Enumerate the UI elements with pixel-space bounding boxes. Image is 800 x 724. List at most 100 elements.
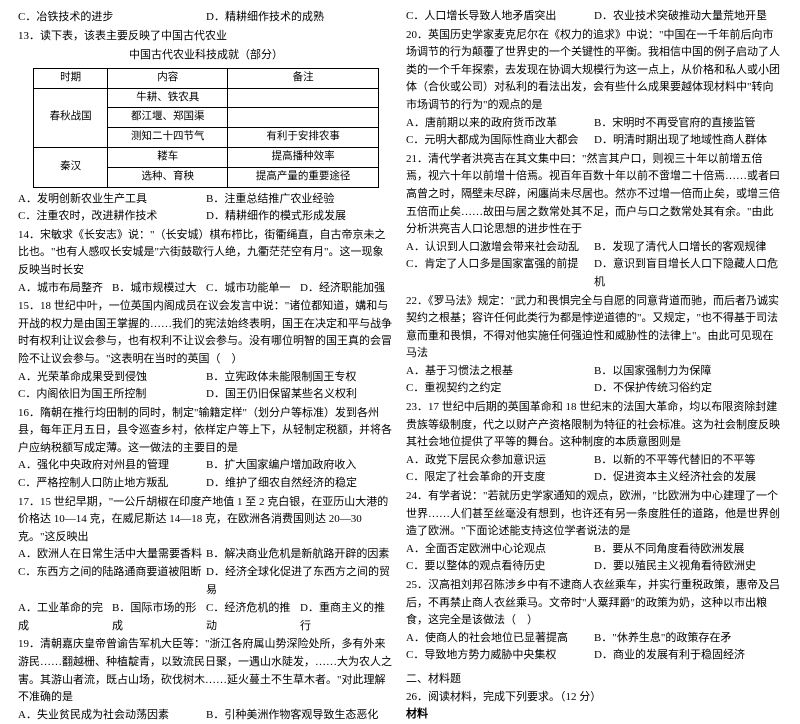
cell-n4: 提高播种效率 xyxy=(228,147,379,167)
q20-stem: 20．英国历史学家麦克尼尔在《权力的追求》中说："中国在一千年前后向市场调节的行… xyxy=(406,27,782,115)
q15-a: A．光荣革命成果受到侵蚀 xyxy=(18,369,206,387)
q25-ab: A．使商人的社会地位已显著提高 B．"休养生息"的政策存在矛 xyxy=(406,630,782,648)
q25-b: B．"休养生息"的政策存在矛 xyxy=(594,630,782,648)
q13-b: B．注重总结推广农业经验 xyxy=(206,191,394,209)
q16-b: B．扩大国家编户增加政府收入 xyxy=(206,457,394,475)
q16-stem: 16．隋朝在推行均田制的同时，制定"输籍定样"（划分户等标准）发到各州县，每年正… xyxy=(18,405,394,458)
q16-cd: C．严格控制人口防止地方叛乱 D．维护了细农自然经济的稳定 xyxy=(18,475,394,493)
q25-cd: C．导致地方势力威胁中央集权 D．商业的发展有利于稳固经济 xyxy=(406,647,782,665)
q13-a: A．发明创新农业生产工具 xyxy=(18,191,206,209)
q21-a: A．认识到人口激增会带来社会动乱 xyxy=(406,239,594,257)
q22-a: A．基于习惯法之根基 xyxy=(406,363,594,381)
q20-a: A．唐前期以来的政府货币改革 xyxy=(406,115,594,133)
th-period: 时期 xyxy=(34,68,108,88)
material-label: 材料 xyxy=(406,706,782,724)
cell-c5: 选种、育秧 xyxy=(108,167,228,187)
q21-stem: 21．清代学者洪亮吉在其文集中曰："然言其户口，则视三十年以前增五倍焉，视六十年… xyxy=(406,151,782,239)
q13-table: 时期 内容 备注 春秋战国 牛耕、铁农具 都江堰、郑国渠 测知二十四节气 有利于… xyxy=(33,68,379,188)
q20-ab: A．唐前期以来的政府货币改革 B．宋明时不再受官府的直接监管 xyxy=(406,115,782,133)
q24-b: B．要从不同角度看待欧洲发展 xyxy=(594,541,782,559)
q19-ab: A．失业贫民成为社会动荡因素 B．引种美洲作物客观导致生态恶化 xyxy=(18,707,394,724)
right-column: C．人口增长导致人地矛盾突出 D．农业技术突破推动大量荒地开垦 20．英国历史学… xyxy=(400,8,788,547)
q13-ab: A．发明创新农业生产工具 B．注重总结推广农业经验 xyxy=(18,191,394,209)
q17-a: A．欧洲人在日常生活中大量需要香料 xyxy=(18,546,206,564)
q15-b: B．立宪政体未能限制国王专权 xyxy=(206,369,394,387)
q18-b: B．国际市场的形成 xyxy=(112,600,206,635)
q15-stem: 15．18 世纪中叶，一位英国内阁成员在议会发言中说："诸位都知道，媾和与开战的… xyxy=(18,298,394,368)
q21-d: D．意识到盲目增长人口下隐藏人口危机 xyxy=(594,256,782,291)
q17-cd: C．东西方之间的陆路通商要道被阻断 D．经济全球化促进了东西方之间的贸易 xyxy=(18,564,394,599)
q18-a: A．工业革命的完成 xyxy=(18,600,112,635)
q18-opts: A．工业革命的完成 B．国际市场的形成 C．经济危机的推动 D．重商主义的推行 xyxy=(18,600,394,635)
q17-ab: A．欧洲人在日常生活中大量需要香料 B．解决商业危机是新航路开辟的因素 xyxy=(18,546,394,564)
q16-c: C．严格控制人口防止地方叛乱 xyxy=(18,475,206,493)
q14-a: A．城市布局整齐 xyxy=(18,280,112,298)
q23-a: A．政党下层民众参加意识运 xyxy=(406,452,594,470)
q25-d: D．商业的发展有利于稳固经济 xyxy=(594,647,782,665)
q15-c: C．内阁依旧为国王所控制 xyxy=(18,386,206,404)
q19-stem: 19．清朝嘉庆皇帝曾谕告军机大臣等："浙江各府属山势深险处所，多有外来游民……翻… xyxy=(18,636,394,706)
q24-stem: 24．有学者说："若就历史学家通知的观点，欧洲，"比欧洲为中心建理了一个世界……… xyxy=(406,488,782,541)
q21-b: B．发现了清代人口增长的客观规律 xyxy=(594,239,782,257)
q13-table-title: 中国古代农业科技成就（部分） xyxy=(18,47,394,65)
q14-d: D．经济职能加强 xyxy=(300,280,394,298)
q13-c: C．注重农时，改进耕作技术 xyxy=(18,208,206,226)
q20-cd: C．元明大都成为国际性商业大都会 D．明清时期出现了地域性商人群体 xyxy=(406,132,782,150)
q19-a: A．失业贫民成为社会动荡因素 xyxy=(18,707,206,724)
q14-opts: A．城市布局整齐 B．城市规模过大 C．城市功能单一 D．经济职能加强 xyxy=(18,280,394,298)
q24-ab: A．全面否定欧洲中心论观点 B．要从不同角度看待欧洲发展 xyxy=(406,541,782,559)
cell-n3: 有利于安排农事 xyxy=(228,128,379,148)
q24-cd: C．要以整体的观点看待历史 D．要以殖民主义视角看待欧洲史 xyxy=(406,558,782,576)
q19-b: B．引种美洲作物客观导致生态恶化 xyxy=(206,707,394,724)
cell-c3: 测知二十四节气 xyxy=(108,128,228,148)
q12-opt-d: D．精耕细作技术的成熟 xyxy=(206,9,394,27)
q12-opt-c: C．冶铁技术的进步 xyxy=(18,9,206,27)
q16-ab: A．强化中央政府对州县的管理 B．扩大国家编户增加政府收入 xyxy=(18,457,394,475)
cell-c4: 耧车 xyxy=(108,147,228,167)
th-note: 备注 xyxy=(228,68,379,88)
q19-d: D．农业技术突破推动大量荒地开垦 xyxy=(594,8,782,26)
q13-stem: 13．读下表，该表主要反映了中国古代农业 xyxy=(18,28,394,46)
q24-d: D．要以殖民主义视角看待欧洲史 xyxy=(594,558,782,576)
q15-d: D．国王仍旧保留某些名义权利 xyxy=(206,386,394,404)
q18-c: C．经济危机的推动 xyxy=(206,600,300,635)
th-content: 内容 xyxy=(108,68,228,88)
left-column: C．冶铁技术的进步 D．精耕细作技术的成熟 13．读下表，该表主要反映了中国古代… xyxy=(12,8,400,547)
q20-c: C．元明大都成为国际性商业大都会 xyxy=(406,132,594,150)
q17-d: D．经济全球化促进了东西方之间的贸易 xyxy=(206,564,394,599)
q13-cd: C．注重农时，改进耕作技术 D．精耕细作的模式形成发展 xyxy=(18,208,394,226)
q19-cd: C．人口增长导致人地矛盾突出 D．农业技术突破推动大量荒地开垦 xyxy=(406,8,782,26)
q22-stem: 22．《罗马法》规定："武力和畏惧完全与自愿的同意背道而驰，而后者乃诚实契约之根… xyxy=(406,293,782,363)
cell-n5: 提高产量的重要途径 xyxy=(228,167,379,187)
q21-ab: A．认识到人口激增会带来社会动乱 B．发现了清代人口增长的客观规律 xyxy=(406,239,782,257)
q24-c: C．要以整体的观点看待历史 xyxy=(406,558,594,576)
q22-b: B．以国家强制力为保障 xyxy=(594,363,782,381)
cell-period2: 秦汉 xyxy=(34,147,108,187)
q22-ab: A．基于习惯法之根基 B．以国家强制力为保障 xyxy=(406,363,782,381)
q23-ab: A．政党下层民众参加意识运 B．以新的不平等代替旧的不平等 xyxy=(406,452,782,470)
cell-c2: 都江堰、郑国渠 xyxy=(108,108,228,128)
q23-stem: 23．17 世纪中后期的英国革命和 18 世纪末的法国大革命，均以布限资除封建贵… xyxy=(406,399,782,452)
q25-c: C．导致地方势力威胁中央集权 xyxy=(406,647,594,665)
q19-c: C．人口增长导致人地矛盾突出 xyxy=(406,8,594,26)
section2-title: 二、材料题 xyxy=(406,671,782,689)
q20-d: D．明清时期出现了地域性商人群体 xyxy=(594,132,782,150)
q16-a: A．强化中央政府对州县的管理 xyxy=(18,457,206,475)
q21-c: C．肯定了人口多是国家富强的前提 xyxy=(406,256,594,291)
q14-stem: 14．宋敏求《长安志》说："（长安城）棋布栉比，街衢绳直，自古帝京未之比也。"也… xyxy=(18,227,394,280)
q23-c: C．限定了社会革命的开支度 xyxy=(406,469,594,487)
q15-cd: C．内阁依旧为国王所控制 D．国王仍旧保留某些名义权利 xyxy=(18,386,394,404)
q17-stem: 17．15 世纪早期，"一公斤胡椒在印度产地值 1 至 2 克白银，在亚历山大港… xyxy=(18,494,394,547)
q23-d: D．促进资本主义经济社会的发展 xyxy=(594,469,782,487)
q20-b: B．宋明时不再受官府的直接监管 xyxy=(594,115,782,133)
q15-ab: A．光荣革命成果受到侵蚀 B．立宪政体未能限制国王专权 xyxy=(18,369,394,387)
q12-options: C．冶铁技术的进步 D．精耕细作技术的成熟 xyxy=(18,9,394,27)
cell-c1: 牛耕、铁农具 xyxy=(108,88,228,108)
q22-cd: C．重视契约之约定 D．不保护传统习俗约定 xyxy=(406,380,782,398)
q17-c: C．东西方之间的陆路通商要道被阻断 xyxy=(18,564,206,599)
q21-cd: C．肯定了人口多是国家富强的前提 D．意识到盲目增长人口下隐藏人口危机 xyxy=(406,256,782,291)
q25-a: A．使商人的社会地位已显著提高 xyxy=(406,630,594,648)
q18-d: D．重商主义的推行 xyxy=(300,600,394,635)
q14-b: B．城市规模过大 xyxy=(112,280,206,298)
q23-b: B．以新的不平等代替旧的不平等 xyxy=(594,452,782,470)
